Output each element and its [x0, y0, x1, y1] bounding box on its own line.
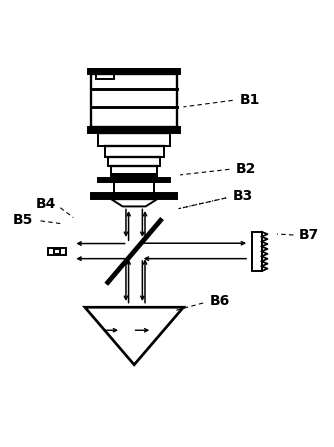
- Bar: [92, 193, 177, 199]
- Text: B3: B3: [233, 189, 253, 202]
- Bar: [111, 166, 157, 174]
- Bar: [98, 132, 170, 146]
- Text: B5: B5: [13, 213, 33, 227]
- Bar: [48, 248, 66, 255]
- Text: B6: B6: [210, 294, 230, 308]
- Bar: [98, 178, 170, 182]
- Bar: [96, 69, 114, 79]
- Text: B7: B7: [298, 228, 319, 242]
- Bar: [111, 174, 157, 178]
- Bar: [54, 249, 59, 254]
- Bar: [88, 69, 180, 74]
- Bar: [92, 74, 177, 127]
- Text: B4: B4: [36, 198, 56, 211]
- Bar: [108, 157, 160, 166]
- Bar: [101, 68, 108, 72]
- Bar: [105, 146, 164, 157]
- Text: B2: B2: [236, 162, 257, 176]
- Bar: [253, 232, 262, 271]
- Bar: [88, 127, 180, 132]
- Text: B1: B1: [239, 93, 260, 107]
- Bar: [115, 182, 154, 193]
